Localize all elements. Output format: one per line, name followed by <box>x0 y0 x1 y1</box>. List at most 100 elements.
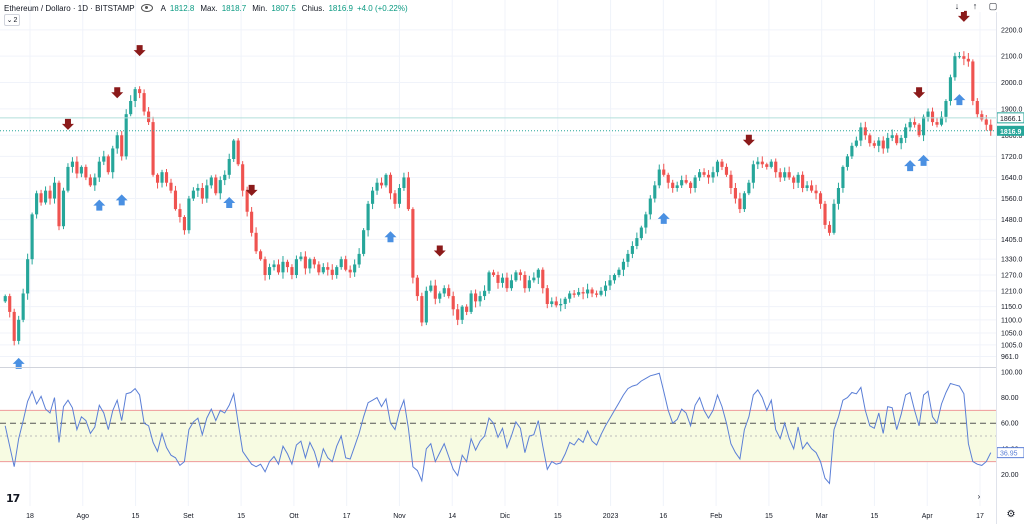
y-tick-label: 2100.0 <box>1001 54 1023 61</box>
sell-arrow-marker <box>742 134 755 146</box>
scroll-to-realtime-button[interactable]: › <box>974 492 984 502</box>
x-tick-label: 15 <box>132 513 140 520</box>
candle-body <box>214 177 218 194</box>
candle-body <box>706 174 711 178</box>
arrow-up-icon <box>93 199 106 211</box>
candle-body <box>223 174 227 181</box>
close-label: Chius. <box>301 3 325 13</box>
candle-body <box>711 172 715 178</box>
y-tick-label: 1900.0 <box>1001 106 1023 113</box>
candle-body <box>962 56 966 59</box>
symbol-name[interactable]: Ethereum / Dollaro · 1D · BITSTAMP <box>4 3 135 13</box>
candle-body <box>684 180 688 183</box>
candle-body <box>675 185 679 188</box>
candle-body <box>406 177 410 210</box>
candle-body <box>921 116 926 136</box>
scroll-up-button[interactable]: ↑ <box>968 0 982 12</box>
scroll-down-button[interactable]: ↓ <box>950 0 964 12</box>
indicator-count: 2 <box>13 16 18 24</box>
candle-body <box>379 182 384 186</box>
rsi-y-tick-label: 60.00 <box>1001 421 1019 428</box>
x-tick-label: Mar <box>816 513 829 520</box>
candle-body <box>975 101 979 115</box>
candle-body <box>272 264 276 268</box>
candle-body <box>362 230 366 254</box>
candle-body <box>868 135 872 144</box>
candle-body <box>142 93 146 112</box>
candle-body <box>209 177 213 186</box>
sell-arrow-marker <box>433 245 446 257</box>
tradingview-logo[interactable]: 17 <box>6 492 20 505</box>
arrow-down-icon <box>913 87 926 99</box>
candle-body <box>232 140 236 159</box>
candle-body <box>312 259 316 265</box>
low-label: Min. <box>252 3 268 13</box>
candle-body <box>348 269 352 273</box>
candle-body <box>877 140 881 146</box>
candle-body <box>263 259 267 275</box>
sell-arrow-marker <box>61 118 74 130</box>
candle-body <box>393 193 397 204</box>
candle-body <box>841 166 845 188</box>
candle-body <box>411 209 415 278</box>
candle-body <box>648 198 652 215</box>
symbol-legend: Ethereum / Dollaro · 1D · BITSTAMP A 181… <box>4 1 408 15</box>
rsi-y-tick-label: 80.00 <box>1001 395 1019 402</box>
candle-body <box>330 269 334 275</box>
candle-body <box>559 304 563 306</box>
open-value: 1812.8 <box>169 3 195 13</box>
pane-divider[interactable] <box>0 367 996 368</box>
candle-body <box>563 298 567 304</box>
candle-body <box>630 246 634 254</box>
candle-body <box>478 296 482 302</box>
price-axis-border <box>996 0 997 524</box>
candle-body <box>518 272 522 275</box>
candle-body <box>160 172 164 183</box>
candle-body <box>294 259 298 275</box>
candle-body <box>590 289 594 294</box>
candle-body <box>621 261 625 270</box>
candle-body <box>88 177 92 186</box>
candle-body <box>850 145 854 157</box>
candle-body <box>75 161 79 174</box>
sell-arrow-marker <box>111 87 124 99</box>
candle-body <box>236 140 240 165</box>
candle-body <box>169 182 173 191</box>
x-tick-label: Feb <box>710 513 722 520</box>
candle-body <box>747 182 751 194</box>
x-tick-label: 15 <box>237 513 245 520</box>
candle-body <box>357 253 361 265</box>
candle-body <box>84 166 88 178</box>
y-tick-label: 1800.0 <box>1001 133 1023 140</box>
candle-body <box>680 180 684 186</box>
candle-body <box>491 272 496 275</box>
candle-body <box>442 288 446 294</box>
candle-body <box>980 114 984 120</box>
candle-body <box>854 140 858 146</box>
candle-body <box>151 122 155 175</box>
candle-body <box>173 190 178 210</box>
candle-body <box>39 193 43 203</box>
y-tick-label: 1005.0 <box>1001 342 1023 349</box>
candle-body <box>133 89 137 101</box>
arrow-down-icon <box>433 245 446 257</box>
candle-body <box>863 127 867 136</box>
candle-body <box>21 293 25 320</box>
candle-body <box>827 224 832 233</box>
candle-body <box>371 190 375 204</box>
maximize-button[interactable]: ▢ <box>986 0 1000 12</box>
candle-body <box>218 180 222 194</box>
eye-icon[interactable] <box>140 4 153 12</box>
candle-body <box>155 174 160 183</box>
indicators-toggle-button[interactable]: ⌄ 2 <box>4 14 20 26</box>
candle-body <box>451 296 455 310</box>
y-tick-label: 1330.0 <box>1001 257 1023 264</box>
candle-body <box>482 290 487 297</box>
candle-body <box>926 111 930 117</box>
candle-body <box>61 190 66 227</box>
settings-button[interactable]: ⚙ <box>1005 509 1017 521</box>
candle-body <box>702 172 706 175</box>
candle-body <box>895 135 899 144</box>
candle-body <box>836 188 841 204</box>
